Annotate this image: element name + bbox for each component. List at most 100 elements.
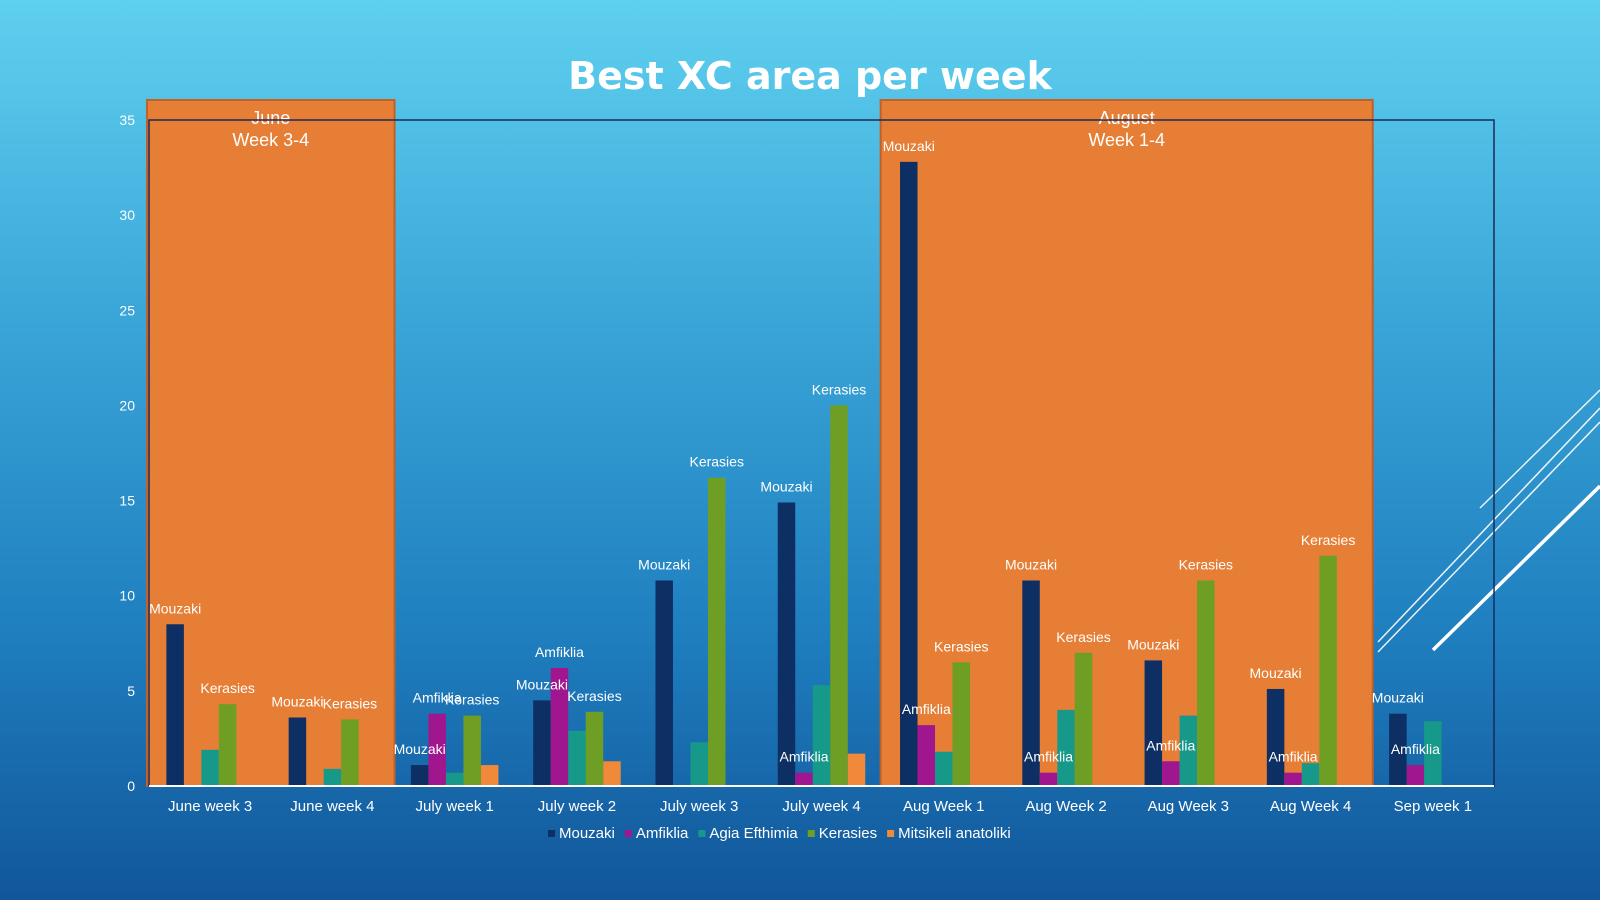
data-label: Mouzaki [394, 741, 446, 757]
data-label: Kerasies [445, 692, 499, 708]
bar-agia-efthimia [445, 772, 464, 786]
data-label: Mouzaki [149, 600, 201, 616]
y-tick-label: 25 [119, 302, 135, 318]
bar-amfiklia [917, 725, 936, 786]
bar-kerasies [1197, 580, 1215, 786]
bar-mitsikeli-anatoliki [603, 761, 621, 786]
y-tick-label: 30 [119, 207, 135, 223]
bar-agia-efthimia [690, 742, 708, 786]
y-tick-label: 35 [119, 112, 135, 128]
bar-agia-efthimia [935, 751, 953, 786]
bar-agia-efthimia [1301, 763, 1320, 786]
data-label: Mouzaki [516, 676, 568, 692]
bar-amfiklia [550, 668, 569, 786]
highlight-august-sublabel: Week 1-4 [1088, 130, 1165, 150]
data-label: Kerasies [567, 688, 621, 704]
legend-entry: Agia Efthimia [709, 825, 798, 842]
highlight-june [146, 99, 396, 787]
legend-swatch [548, 830, 555, 837]
data-label: Kerasies [323, 695, 377, 711]
bar-amfiklia [428, 713, 446, 786]
data-label: Mouzaki [271, 693, 323, 709]
bar-mitsikeli-anatoliki [847, 753, 866, 786]
y-axis: 0 5 10 15 20 25 30 35 [119, 112, 135, 794]
bar-agia-efthimia [1424, 721, 1442, 786]
data-label: Amfiklia [535, 644, 584, 660]
bar-mouzaki [1022, 580, 1040, 786]
x-tick-label: Aug Week 2 [1025, 798, 1106, 815]
data-label: Amfiklia [1269, 749, 1318, 765]
x-tick-label: July week 1 [415, 798, 493, 815]
bar-amfiklia [1284, 772, 1302, 786]
bar-kerasies [218, 704, 237, 786]
bar-mouzaki [1144, 660, 1163, 786]
y-tick-label: 10 [119, 588, 135, 604]
x-tick-label: Aug Week 1 [903, 798, 984, 815]
legend-swatch [887, 830, 895, 837]
y-tick-label: 5 [127, 683, 135, 699]
chart-title: Best XC area per week [568, 54, 1052, 98]
bar-mouzaki [655, 580, 673, 786]
bar-mouzaki [166, 624, 184, 786]
data-label: Mouzaki [1127, 636, 1179, 652]
bar-agia-efthimia [201, 749, 219, 786]
bar-kerasies [830, 405, 848, 786]
bar-mouzaki [1266, 688, 1285, 786]
legend: Mouzaki Amfiklia Agia Efthimia Kerasies Mits… [548, 825, 1011, 842]
data-label: Amfiklia [1391, 741, 1440, 757]
data-label: Kerasies [689, 454, 743, 470]
bar-agia-efthimia [1179, 715, 1198, 786]
legend-swatch [698, 830, 706, 837]
bars [166, 161, 1442, 786]
bar-mouzaki [533, 700, 551, 786]
decorative-lines [1377, 389, 1600, 653]
bar-kerasies [463, 715, 481, 786]
x-tick-label: July week 3 [660, 798, 738, 815]
data-label: Kerasies [934, 638, 988, 654]
bar-agia-efthimia [568, 730, 586, 786]
data-label: Mouzaki [1005, 556, 1057, 572]
bar-kerasies [952, 662, 971, 786]
bar-agia-efthimia [812, 685, 831, 786]
data-label: Kerasies [1179, 556, 1233, 572]
data-label: Amfiklia [779, 749, 828, 765]
x-tick-label: Aug Week 3 [1148, 798, 1229, 815]
x-tick-label: Aug Week 4 [1270, 798, 1351, 815]
legend-entry: Amfiklia [636, 825, 689, 842]
data-label: Amfiklia [1024, 749, 1073, 765]
bar-amfiklia [1406, 765, 1425, 786]
data-label: Kerasies [1056, 629, 1110, 645]
bar-agia-efthimia [323, 768, 342, 786]
bar-mouzaki [288, 717, 307, 786]
bar-kerasies [1319, 555, 1337, 786]
y-tick-label: 15 [119, 493, 135, 509]
highlight-june-sublabel: Week 3-4 [232, 130, 309, 150]
legend-entry: Mitsikeli anatoliki [898, 825, 1011, 842]
y-tick-label: 20 [119, 397, 135, 413]
bar-mouzaki [900, 161, 918, 786]
data-label: Amfiklia [902, 701, 951, 717]
bar-kerasies [585, 711, 604, 786]
data-label: Mouzaki [1372, 690, 1424, 706]
legend-entry: Mouzaki [559, 825, 615, 842]
x-tick-label: July week 2 [538, 798, 616, 815]
legend-swatch [807, 830, 815, 837]
bar-mouzaki [777, 502, 796, 786]
data-label: Mouzaki [638, 556, 690, 572]
highlight-august-label: August [1099, 108, 1155, 128]
data-label: Amfiklia [413, 690, 462, 706]
bar-amfiklia [795, 772, 813, 786]
bar-kerasies [707, 477, 726, 786]
data-label: Amfiklia [1146, 737, 1195, 753]
x-tick-label: July week 4 [782, 798, 860, 815]
bar-kerasies [1074, 652, 1093, 786]
x-tick-label: June week 4 [290, 798, 374, 815]
x-axis: June week 3 June week 4 July week 1 July we… [168, 798, 1472, 815]
data-label: Kerasies [1301, 532, 1355, 548]
x-tick-label: Sep week 1 [1394, 798, 1472, 815]
x-tick-label: June week 3 [168, 798, 252, 815]
bar-mouzaki [1389, 713, 1407, 786]
